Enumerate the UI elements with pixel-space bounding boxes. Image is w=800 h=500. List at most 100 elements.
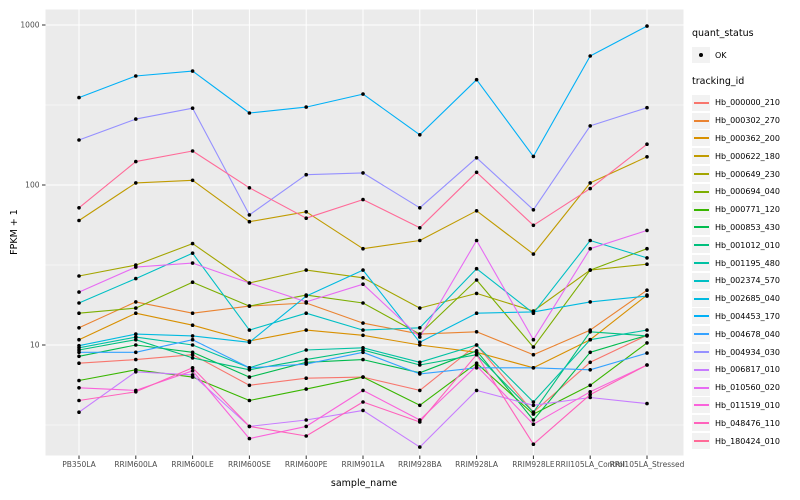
legend-item-label: Hb_000302_270 bbox=[715, 116, 780, 126]
data-point bbox=[588, 238, 592, 243]
data-point bbox=[190, 106, 195, 110]
data-point bbox=[77, 138, 81, 142]
legend-item-label: Hb_000694_040 bbox=[715, 187, 780, 197]
data-point bbox=[418, 133, 422, 137]
legend-item-Hb_004934_030: Hb_004934_030 bbox=[692, 343, 800, 361]
line-swatch-icon bbox=[692, 272, 710, 289]
data-point bbox=[645, 294, 649, 298]
data-point bbox=[247, 281, 252, 285]
data-point bbox=[474, 291, 479, 296]
line-swatch-icon bbox=[692, 397, 710, 414]
data-point bbox=[134, 390, 138, 394]
legend-item-label: Hb_011519_010 bbox=[715, 400, 780, 410]
data-point bbox=[361, 400, 365, 404]
legend-item-label: Hb_000362_200 bbox=[715, 133, 780, 143]
legend-item-Hb_048476_110: Hb_048476_110 bbox=[692, 414, 800, 432]
data-point bbox=[531, 223, 536, 228]
line-swatch-icon bbox=[692, 148, 710, 165]
data-point bbox=[645, 246, 649, 251]
data-point bbox=[304, 105, 309, 109]
legend-item-label: Hb_002374_570 bbox=[715, 276, 780, 286]
data-point bbox=[247, 213, 252, 217]
line-swatch-icon bbox=[692, 183, 710, 200]
data-point bbox=[474, 156, 479, 160]
x-tick-label: RRII105LA_Control bbox=[555, 460, 625, 469]
data-point bbox=[474, 209, 479, 213]
legend-item-label: Hb_180424_010 bbox=[715, 436, 780, 446]
line-swatch-icon bbox=[692, 361, 710, 378]
data-point bbox=[77, 398, 81, 403]
data-point bbox=[531, 337, 536, 342]
data-points bbox=[77, 24, 649, 449]
data-point bbox=[418, 372, 422, 376]
data-point bbox=[531, 208, 536, 212]
x-tick-label: RRIM901LA bbox=[342, 460, 386, 469]
legend-item-Hb_000302_270: Hb_000302_270 bbox=[692, 112, 800, 130]
legend-item-Hb_001012_010: Hb_001012_010 bbox=[692, 236, 800, 254]
data-point bbox=[247, 383, 252, 388]
data-point bbox=[77, 274, 81, 278]
legend-item-Hb_002374_570: Hb_002374_570 bbox=[692, 272, 800, 290]
line-swatch-icon bbox=[692, 112, 710, 129]
data-point bbox=[588, 390, 592, 394]
data-point bbox=[77, 343, 81, 348]
data-point bbox=[645, 228, 649, 233]
data-point bbox=[190, 311, 195, 316]
line-swatch-icon bbox=[692, 219, 710, 236]
data-point bbox=[418, 343, 422, 347]
line-swatch-icon bbox=[692, 166, 710, 183]
x-axis-title: sample_name bbox=[330, 478, 398, 489]
data-point bbox=[474, 330, 479, 334]
data-point bbox=[190, 334, 195, 338]
y-axis-title: FPKM + 1 bbox=[9, 209, 20, 255]
data-point bbox=[134, 74, 138, 78]
data-point bbox=[361, 92, 365, 96]
data-point bbox=[134, 350, 138, 355]
data-point bbox=[190, 356, 195, 360]
x-tick-label: RRIM600PE bbox=[285, 460, 328, 469]
data-point bbox=[531, 154, 536, 159]
data-point bbox=[645, 328, 649, 332]
data-point bbox=[361, 388, 365, 393]
data-point bbox=[190, 343, 195, 347]
data-point bbox=[304, 328, 309, 332]
data-point bbox=[531, 345, 536, 349]
line-swatch-icon bbox=[692, 290, 710, 307]
data-point bbox=[304, 357, 309, 362]
axis-ticks: 10 100 1000 PB350LA RRIM600LA RRIM600LE RRIM60… bbox=[20, 21, 684, 469]
ok-point-icon bbox=[692, 47, 710, 63]
legend-item-Hb_000649_230: Hb_000649_230 bbox=[692, 165, 800, 183]
legend-item-Hb_180424_010: Hb_180424_010 bbox=[692, 432, 800, 450]
legend-item-label: Hb_004934_030 bbox=[715, 347, 780, 357]
data-point bbox=[588, 360, 592, 365]
data-point bbox=[190, 178, 195, 183]
x-tick-label: PB350LA bbox=[62, 460, 96, 469]
data-point bbox=[77, 350, 81, 355]
line-swatch-icon bbox=[692, 379, 710, 396]
data-point bbox=[247, 424, 252, 429]
data-point bbox=[361, 357, 365, 362]
line-swatch-icon bbox=[692, 433, 710, 450]
data-point bbox=[77, 337, 81, 342]
legend-item-Hb_000771_120: Hb_000771_120 bbox=[692, 201, 800, 219]
data-point bbox=[474, 311, 479, 316]
y-tick-label: 100 bbox=[25, 181, 40, 190]
data-point bbox=[190, 337, 195, 342]
data-point bbox=[531, 400, 536, 404]
data-point bbox=[645, 341, 649, 345]
data-point bbox=[247, 375, 252, 379]
data-point bbox=[418, 238, 422, 243]
data-point bbox=[418, 363, 422, 367]
data-point bbox=[134, 306, 138, 310]
data-point bbox=[247, 111, 252, 115]
data-point bbox=[474, 388, 479, 393]
panel-background bbox=[45, 9, 684, 456]
data-point bbox=[361, 346, 365, 350]
data-point bbox=[190, 366, 195, 370]
data-point bbox=[645, 401, 649, 406]
data-point bbox=[531, 442, 536, 447]
data-point bbox=[134, 300, 138, 304]
data-point bbox=[361, 246, 365, 251]
data-point bbox=[134, 370, 138, 374]
